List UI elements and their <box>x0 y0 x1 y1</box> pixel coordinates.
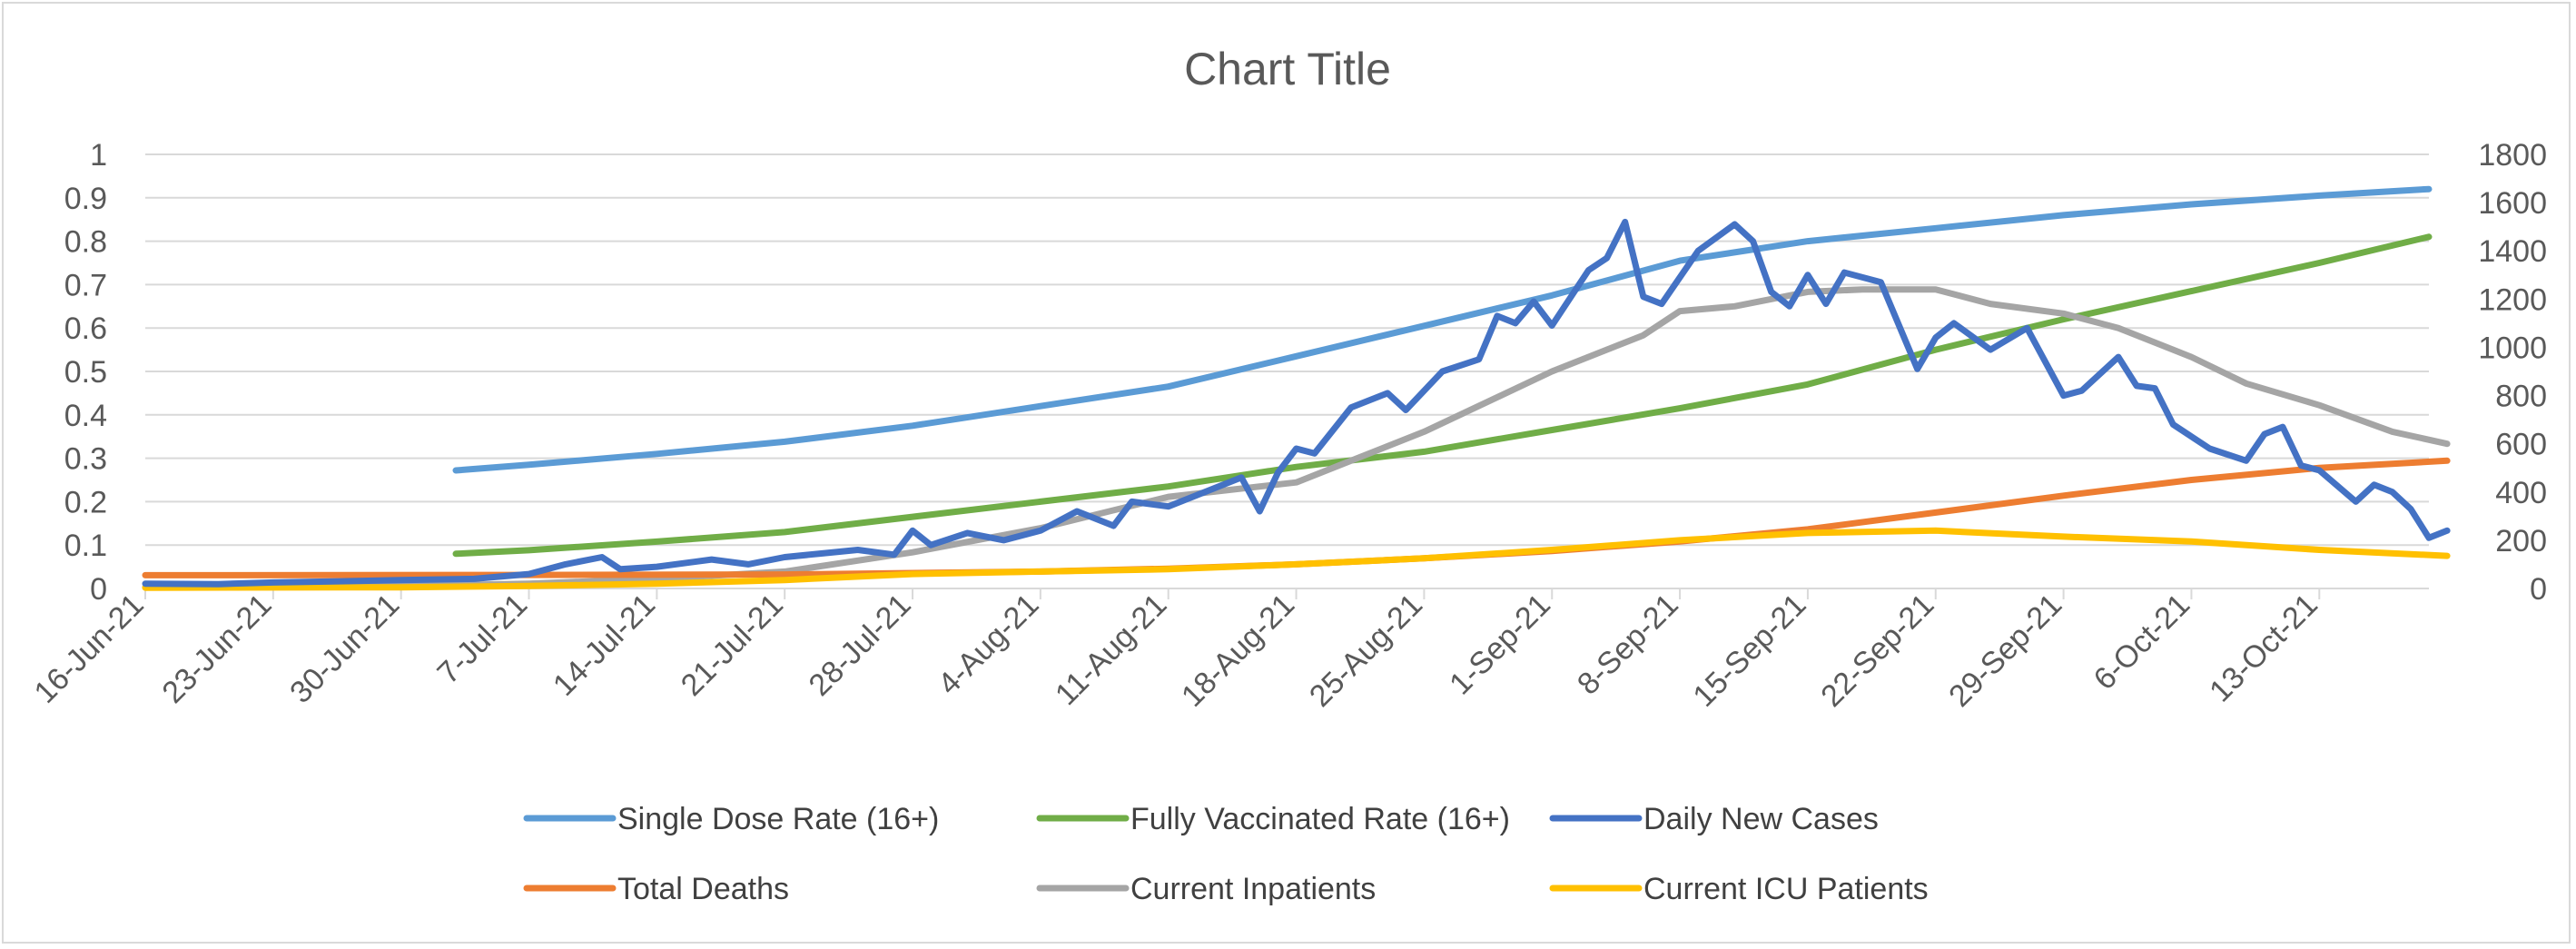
x-tick-label: 23-Jun-21 <box>155 588 278 710</box>
x-tick-label: 1-Sep-21 <box>1443 588 1557 702</box>
legend-label: Single Dose Rate (16+) <box>617 802 939 836</box>
x-tick-label: 7-Jul-21 <box>430 588 534 691</box>
right-tick-label: 1400 <box>2478 234 2547 269</box>
right-tick-label: 1200 <box>2478 282 2547 317</box>
x-tick-label: 11-Aug-21 <box>1049 588 1173 712</box>
left-tick-label: 0.2 <box>64 485 107 519</box>
x-axis-ticks: 16-Jun-21 23-Jun-21 30-Jun-21 7-Jul-21 14-Ju… <box>28 588 2429 714</box>
series-lines <box>142 185 2451 591</box>
series-line-current-icu-patients <box>142 527 2451 591</box>
x-tick-label: 6-Oct-21 <box>2087 588 2196 697</box>
left-tick-label: 1 <box>90 138 107 173</box>
x-tick-label: 14-Jul-21 <box>547 588 662 703</box>
legend-label: Daily New Cases <box>1643 802 1879 836</box>
x-tick-label: 13-Oct-21 <box>2203 588 2324 709</box>
left-axis-ticks: 0 0.1 0.2 0.3 0.4 0.5 0.6 0.7 0.8 0.9 1 <box>64 138 107 607</box>
series-line-total-deaths <box>142 457 2451 578</box>
left-tick-label: 0.3 <box>64 442 107 477</box>
left-tick-label: 0.7 <box>64 268 107 302</box>
series-line-daily-new-cases <box>142 218 2451 588</box>
right-tick-label: 400 <box>2495 476 2547 510</box>
chart-title: Chart Title <box>1184 44 1391 94</box>
right-tick-label: 600 <box>2495 428 2547 462</box>
left-tick-label: 0.4 <box>64 399 107 433</box>
right-tick-label: 1600 <box>2478 186 2547 221</box>
x-tick-label: 30-Jun-21 <box>283 588 406 710</box>
right-tick-label: 1000 <box>2478 331 2547 365</box>
x-tick-label: 21-Jul-21 <box>675 588 790 703</box>
gridlines <box>145 153 2429 589</box>
right-tick-label: 800 <box>2495 380 2547 414</box>
x-tick-label: 25-Aug-21 <box>1303 588 1429 714</box>
legend-label: Current ICU Patients <box>1643 872 1929 906</box>
left-tick-label: 0.9 <box>64 182 107 216</box>
right-tick-label: 1800 <box>2478 138 2547 173</box>
legend: Single Dose Rate (16+) Fully Vaccinated R… <box>523 802 1929 906</box>
left-tick-label: 0.5 <box>64 355 107 390</box>
x-tick-label: 8-Sep-21 <box>1571 588 1685 702</box>
right-axis-ticks: 0 200 400 600 800 1000 1200 1400 1600 1800 <box>2478 138 2547 607</box>
left-tick-label: 0.8 <box>64 225 107 260</box>
x-tick-label: 22-Sep-21 <box>1814 588 1940 714</box>
x-tick-label: 28-Jul-21 <box>803 588 918 703</box>
x-tick-label: 4-Aug-21 <box>932 588 1046 702</box>
left-tick-label: 0 <box>90 572 107 607</box>
legend-label: Current Inpatients <box>1130 872 1376 906</box>
left-tick-label: 0.1 <box>64 529 107 563</box>
right-tick-label: 0 <box>2530 572 2547 607</box>
right-tick-label: 200 <box>2495 524 2547 559</box>
legend-label: Fully Vaccinated Rate (16+) <box>1130 802 1510 836</box>
series-line-fully-vaccinated-rate-16 <box>452 233 2433 558</box>
left-tick-label: 0.6 <box>64 311 107 346</box>
series-line-single-dose-rate-16 <box>452 185 2433 474</box>
legend-label: Total Deaths <box>617 872 789 906</box>
x-tick-label: 29-Sep-21 <box>1942 588 2068 714</box>
series-line-current-inpatients <box>142 286 2451 591</box>
x-tick-label: 15-Sep-21 <box>1686 588 1812 714</box>
x-tick-label: 18-Aug-21 <box>1175 588 1301 714</box>
x-tick-label: 16-Jun-21 <box>28 588 151 710</box>
